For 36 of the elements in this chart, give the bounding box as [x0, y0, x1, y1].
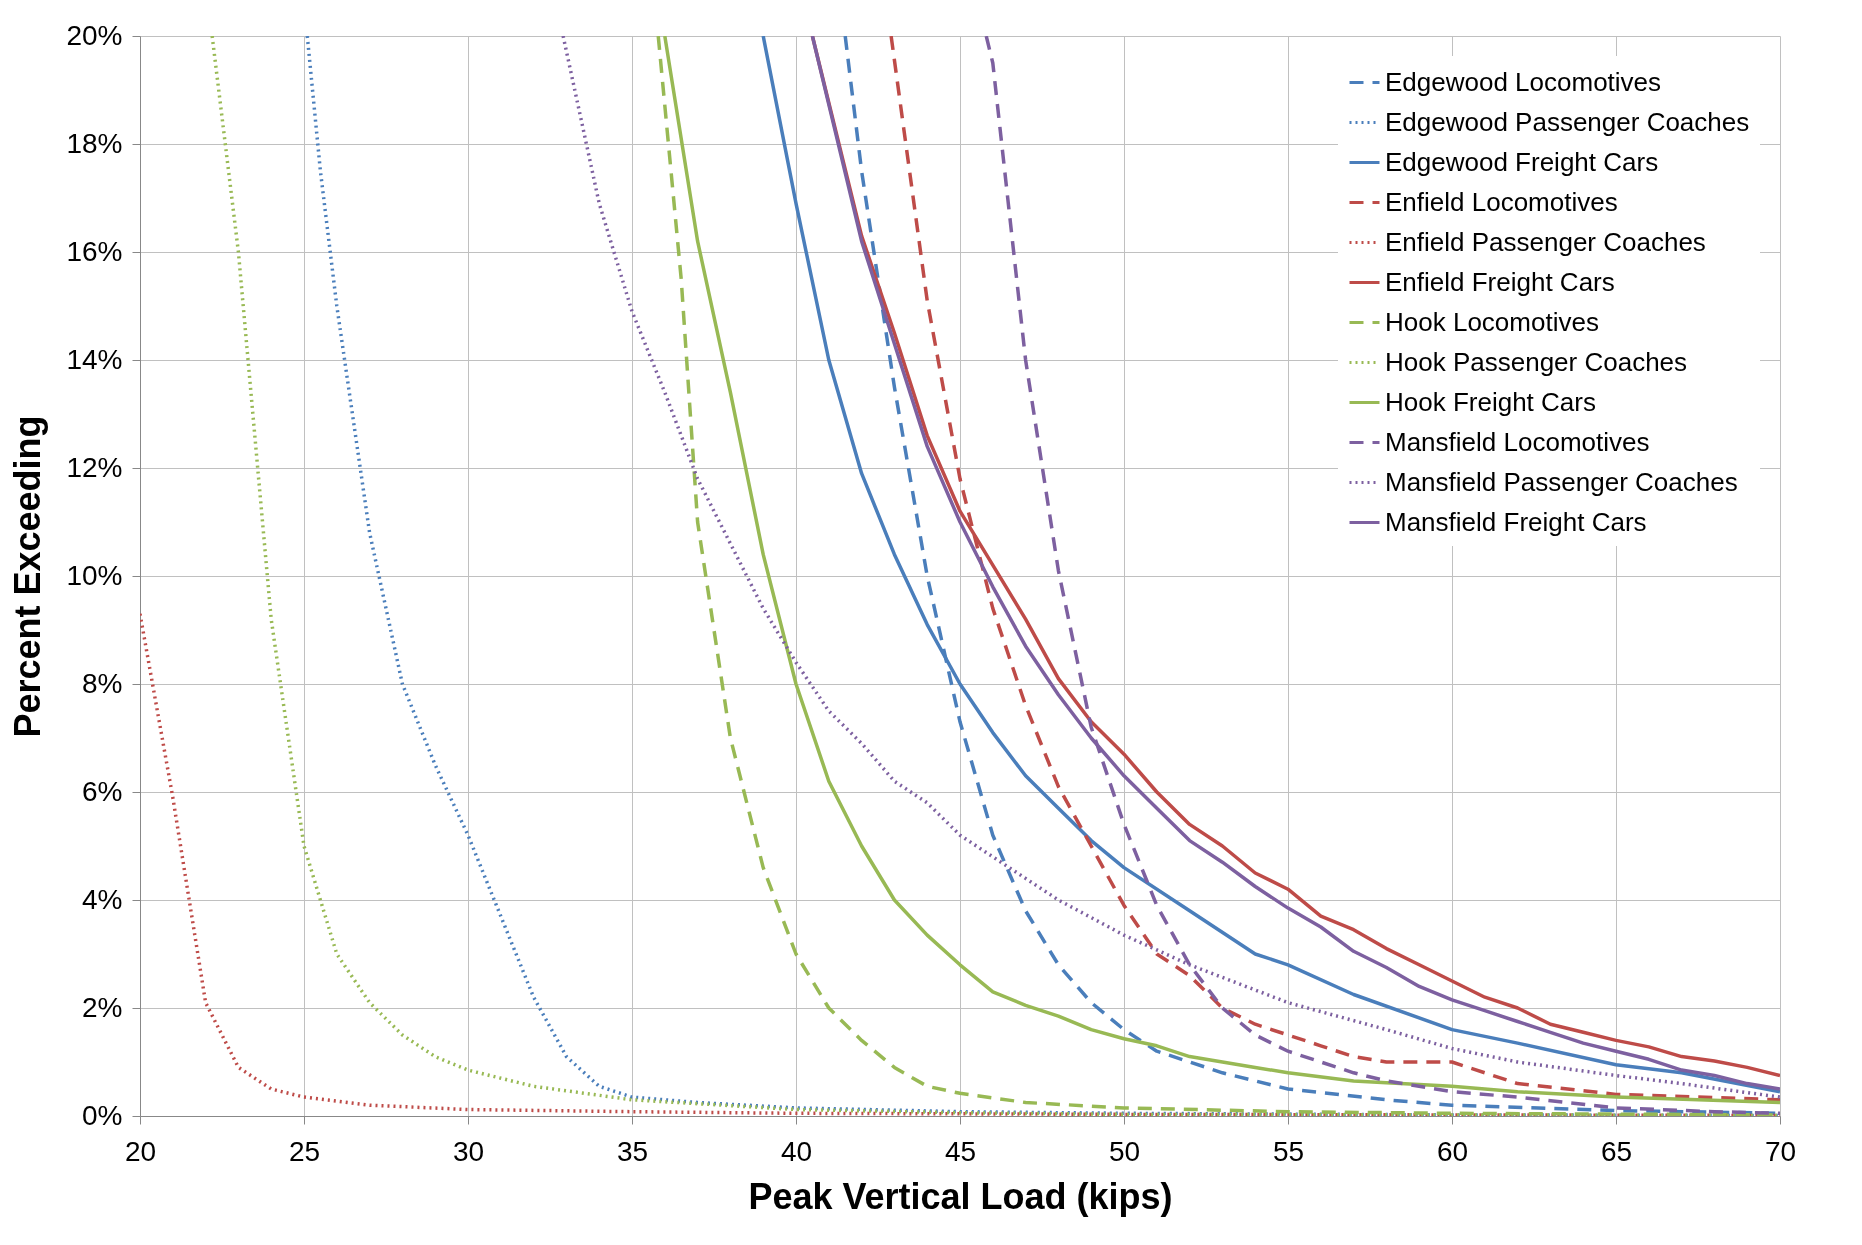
x-tick-label: 60	[1436, 1135, 1469, 1167]
y-tick-label: 2%	[82, 991, 123, 1023]
legend-label: Edgewood Freight Cars	[1385, 146, 1659, 177]
y-tick-label: 0%	[82, 1099, 123, 1131]
y-tick-label: 4%	[82, 883, 123, 915]
legend-label: Mansfield Freight Cars	[1385, 506, 1647, 537]
x-tick-label: 30	[452, 1135, 485, 1167]
x-tick-label: 50	[1108, 1135, 1141, 1167]
legend-label: Enfield Freight Cars	[1385, 266, 1615, 297]
legend-label: Mansfield Locomotives	[1385, 426, 1650, 457]
y-tick-label: 14%	[66, 343, 123, 375]
y-tick-label: 12%	[66, 451, 123, 483]
y-tick-label: 18%	[66, 127, 123, 159]
x-tick-label: 40	[780, 1135, 813, 1167]
x-tick-label: 20	[124, 1135, 157, 1167]
y-tick-label: 6%	[82, 775, 123, 807]
y-axis-title: Percent Exceeding	[7, 415, 49, 738]
y-tick-label: 20%	[66, 19, 123, 51]
x-tick-label: 35	[616, 1135, 649, 1167]
x-tick-label: 70	[1764, 1135, 1797, 1167]
x-tick-label: 65	[1600, 1135, 1633, 1167]
y-tick-label: 10%	[66, 559, 123, 591]
legend-label: Edgewood Passenger Coaches	[1385, 106, 1750, 137]
legend-label: Enfield Locomotives	[1385, 186, 1618, 217]
x-tick-label: 45	[944, 1135, 977, 1167]
legend-label: Enfield Passenger Coaches	[1385, 226, 1706, 257]
x-tick-label: 55	[1272, 1135, 1305, 1167]
x-axis-title: Peak Vertical Load (kips)	[748, 1175, 1173, 1217]
legend-label: Mansfield Passenger Coaches	[1385, 466, 1738, 497]
y-tick-label: 8%	[82, 667, 123, 699]
x-tick-label: 25	[288, 1135, 321, 1167]
legend-label: Hook Freight Cars	[1385, 386, 1596, 417]
legend-label: Hook Passenger Coaches	[1385, 346, 1688, 377]
y-tick-label: 16%	[66, 235, 123, 267]
legend-label: Edgewood Locomotives	[1385, 66, 1662, 97]
legend-label: Hook Locomotives	[1385, 306, 1599, 337]
